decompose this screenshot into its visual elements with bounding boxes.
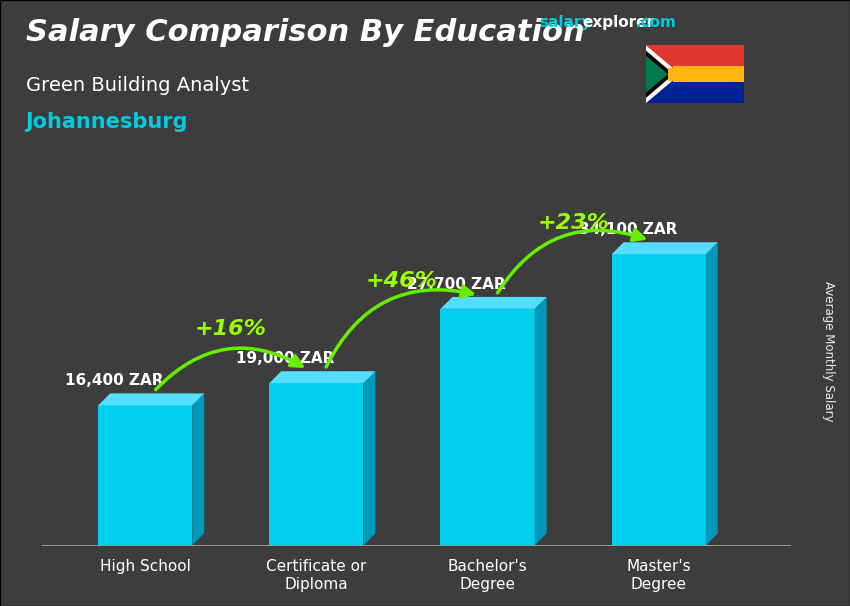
- Bar: [672, 67, 744, 82]
- Text: +46%: +46%: [366, 271, 438, 291]
- FancyBboxPatch shape: [612, 255, 706, 545]
- Polygon shape: [440, 297, 547, 309]
- Text: Salary Comparison By Education: Salary Comparison By Education: [26, 18, 584, 47]
- Text: +23%: +23%: [537, 213, 609, 233]
- Text: +16%: +16%: [195, 319, 267, 339]
- Text: 27,700 ZAR: 27,700 ZAR: [407, 277, 506, 292]
- Polygon shape: [646, 51, 674, 98]
- Bar: [668, 68, 744, 81]
- Text: salary: salary: [540, 15, 592, 30]
- Text: Green Building Analyst: Green Building Analyst: [26, 76, 248, 95]
- Polygon shape: [646, 45, 680, 103]
- Polygon shape: [269, 371, 376, 383]
- Polygon shape: [364, 371, 376, 545]
- Text: 19,000 ZAR: 19,000 ZAR: [236, 351, 335, 366]
- FancyBboxPatch shape: [440, 309, 535, 545]
- FancyBboxPatch shape: [98, 405, 192, 545]
- Polygon shape: [612, 242, 717, 255]
- Text: Average Monthly Salary: Average Monthly Salary: [822, 281, 836, 422]
- Text: 16,400 ZAR: 16,400 ZAR: [65, 373, 164, 388]
- Polygon shape: [192, 393, 204, 545]
- Polygon shape: [535, 297, 547, 545]
- Bar: [646, 45, 744, 75]
- Text: 34,100 ZAR: 34,100 ZAR: [579, 222, 677, 237]
- Polygon shape: [706, 242, 717, 545]
- Polygon shape: [646, 56, 668, 93]
- Bar: [646, 75, 744, 103]
- Text: explorer: explorer: [582, 15, 654, 30]
- Polygon shape: [98, 393, 204, 405]
- FancyBboxPatch shape: [269, 383, 364, 545]
- Text: .com: .com: [636, 15, 677, 30]
- Text: Johannesburg: Johannesburg: [26, 112, 188, 132]
